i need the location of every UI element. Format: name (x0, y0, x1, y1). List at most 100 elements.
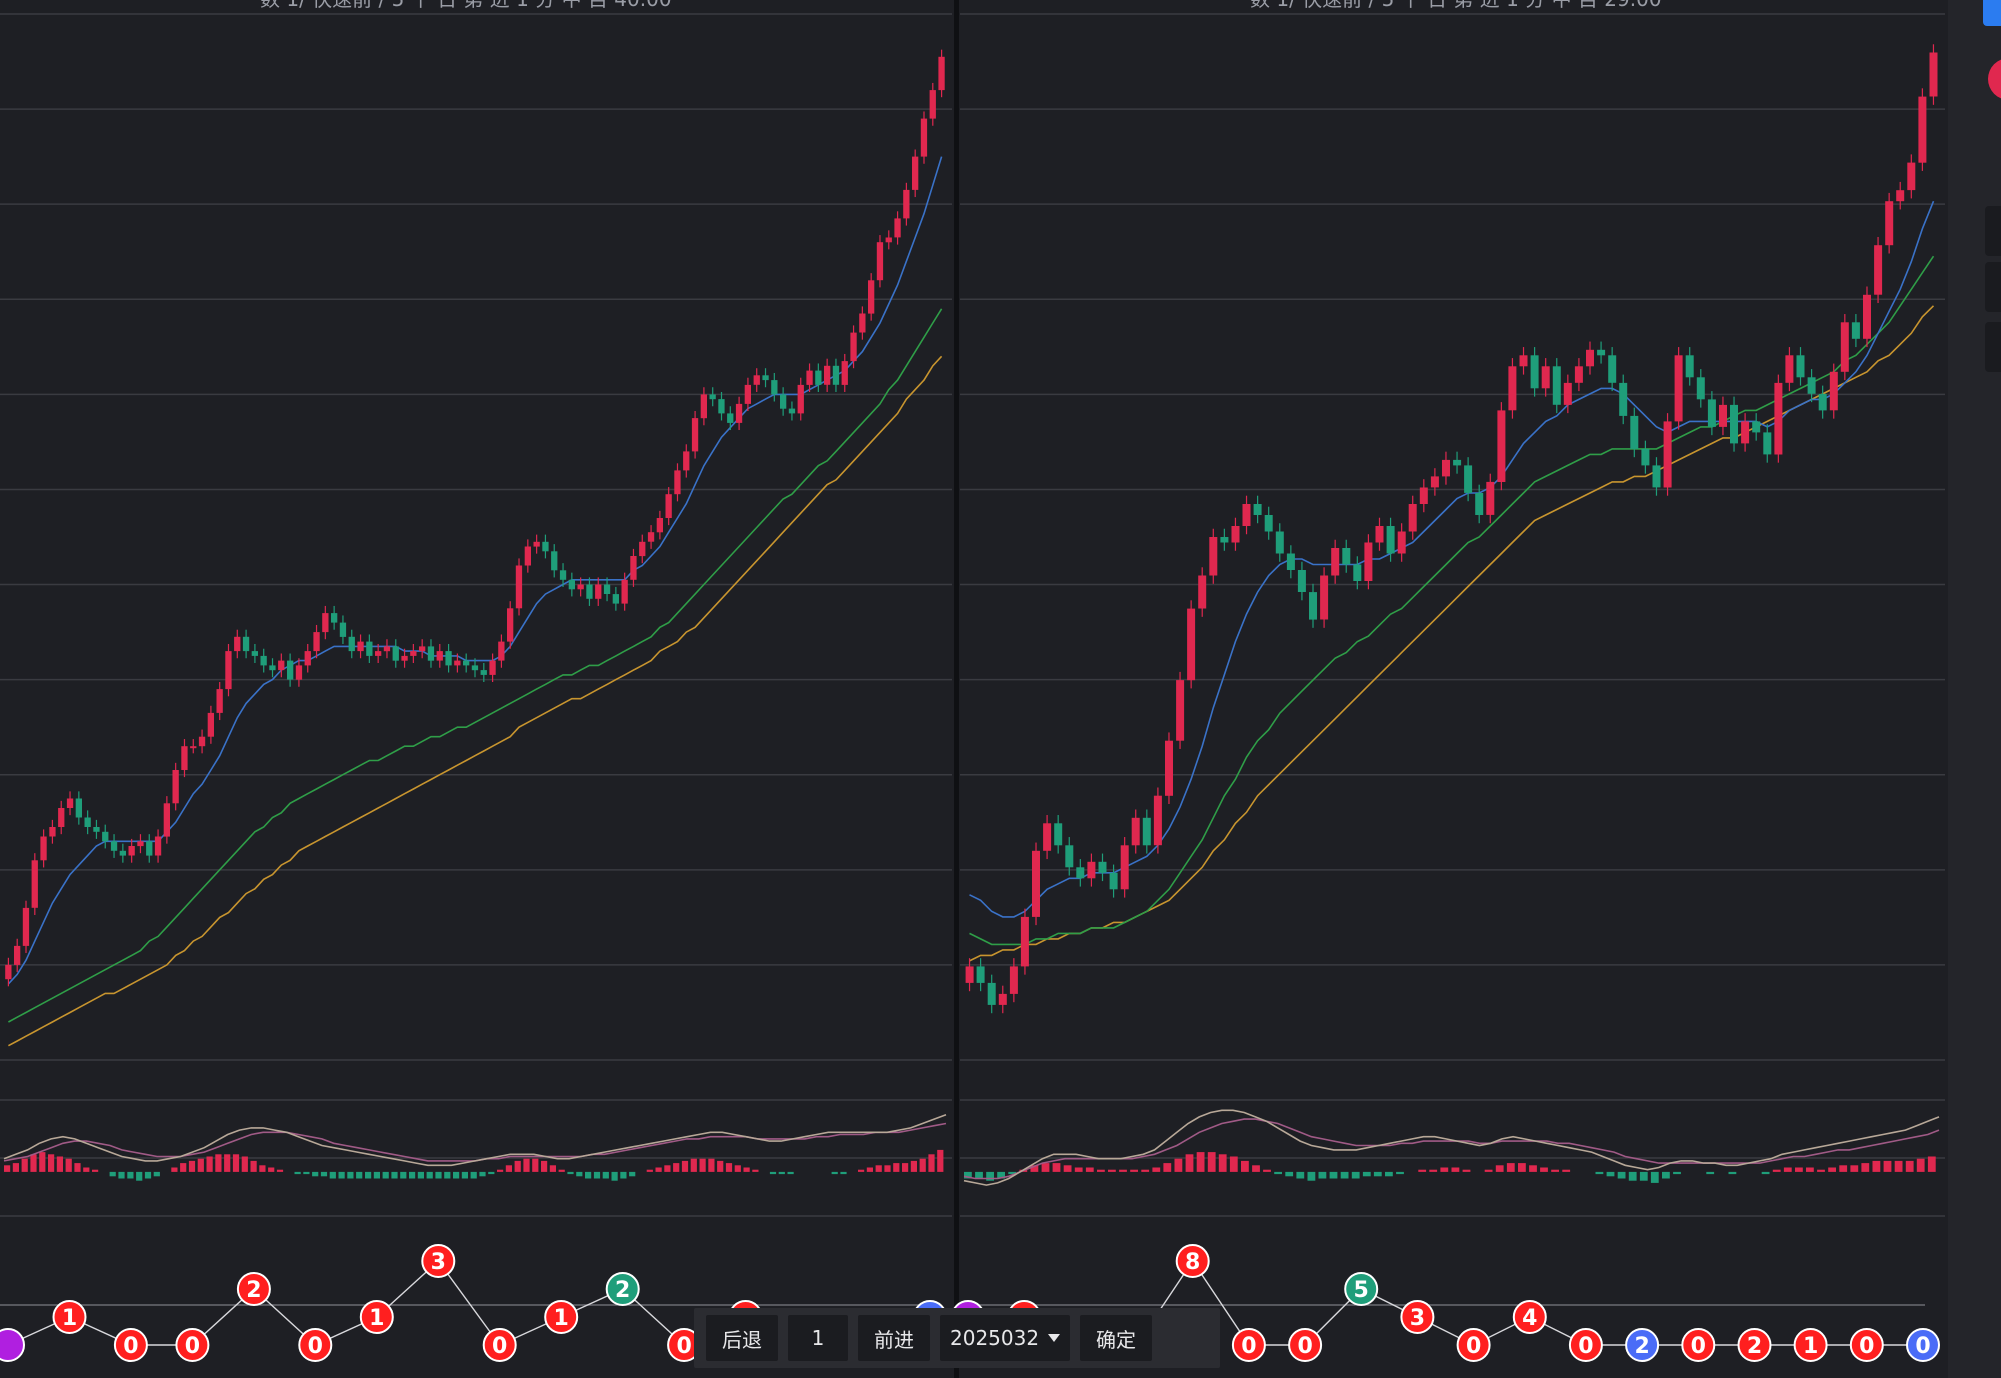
osc-fast-line (963, 1109, 1940, 1186)
macd-bar (928, 1154, 935, 1172)
candle-body (665, 494, 672, 518)
confirm-button[interactable]: 确定 (1080, 1315, 1152, 1361)
macd-bar (725, 1163, 733, 1172)
macd-bar (83, 1167, 90, 1172)
candle-body (1663, 421, 1672, 488)
candle-body (735, 403, 743, 423)
macd-bar (593, 1171, 601, 1179)
macd-bar (1606, 1171, 1615, 1177)
macd-bar (778, 1171, 785, 1175)
macd-bar (409, 1171, 416, 1179)
macd-bar (1551, 1169, 1559, 1172)
badge-label: 0 (1578, 1334, 1593, 1359)
macd-pane-right (963, 1109, 1940, 1186)
candle-body (1586, 349, 1594, 367)
macd-bar (902, 1163, 909, 1172)
candle-body (533, 541, 540, 547)
macd-bar (1562, 1169, 1571, 1172)
candle-body (1851, 322, 1860, 339)
badge-label: 1 (62, 1306, 77, 1331)
candle-body (797, 384, 804, 414)
badge-label: 0 (308, 1334, 323, 1359)
panel-divider[interactable] (954, 0, 959, 1378)
signal-badge (1906, 1328, 1940, 1362)
signal-badge (359, 1300, 394, 1334)
top-accent-tab[interactable] (1983, 0, 2001, 26)
macd-bar (1440, 1167, 1449, 1172)
step-input[interactable] (788, 1315, 848, 1361)
chart-panel-right[interactable]: 数 1/ 快速前 / 5 千 日 第 进 1 分 中 目 29.00 44228… (951, 0, 1945, 1362)
macd-bar (567, 1171, 574, 1175)
candle-body (454, 660, 461, 666)
candlesticks-left (5, 49, 945, 987)
candle-body (1774, 382, 1783, 455)
candle-body (1087, 861, 1096, 879)
candle-body (1719, 404, 1727, 427)
macd-bar (365, 1171, 372, 1179)
rail-tool-3[interactable] (1985, 322, 2001, 372)
candle-body (1475, 493, 1484, 515)
badge-label: 0 (123, 1334, 138, 1359)
candle-body (1741, 421, 1750, 444)
candle-body (1497, 410, 1506, 482)
macd-bar (975, 1171, 983, 1179)
candle-body (1874, 245, 1883, 295)
candle-body (251, 651, 258, 656)
candle-body (1231, 526, 1240, 543)
macd-bar (1506, 1163, 1515, 1172)
macd-bar (206, 1156, 213, 1172)
candle-body (1176, 680, 1185, 741)
macd-bar (21, 1158, 28, 1172)
candle-body (375, 651, 382, 656)
candle-body (1896, 190, 1905, 202)
candle-body (976, 966, 985, 983)
candle-body (392, 646, 399, 661)
macd-bar (1318, 1171, 1327, 1179)
candle-body (1342, 548, 1351, 565)
caret-down-icon (1048, 1334, 1060, 1342)
signal-badge (544, 1300, 579, 1334)
macd-bar (964, 1171, 972, 1179)
candle-body (1763, 432, 1772, 455)
candle-body (647, 532, 655, 542)
macd-bar (699, 1158, 706, 1172)
signal-badge (113, 1328, 148, 1362)
candle-body (102, 831, 109, 842)
candle-body (727, 413, 734, 423)
candle-body (49, 827, 56, 837)
candle-body (1563, 382, 1572, 405)
macd-bar (1806, 1167, 1814, 1172)
date-select[interactable]: 2025032 (940, 1315, 1070, 1361)
macd-bar (1108, 1169, 1116, 1172)
back-button[interactable]: 后退 (706, 1315, 778, 1361)
ma-mid-line (969, 255, 1935, 946)
signal-badge (298, 1328, 333, 1362)
candle-body (938, 56, 945, 91)
candle-body (824, 365, 831, 385)
macd-bar (1052, 1163, 1061, 1172)
candle-body (1165, 740, 1173, 796)
rail-tool-1[interactable] (1985, 206, 2001, 256)
candle-body (22, 907, 30, 946)
candle-body (234, 636, 241, 652)
macd-bar (1484, 1169, 1493, 1172)
macd-bar (453, 1171, 460, 1179)
candle-body (313, 632, 320, 652)
candle-body (190, 746, 197, 749)
rail-tool-2[interactable] (1985, 262, 2001, 312)
candle-body (1364, 542, 1373, 581)
candle-body (1076, 867, 1085, 879)
candle-body (683, 451, 690, 471)
record-button[interactable] (1988, 58, 2001, 100)
macd-bar (997, 1171, 1005, 1179)
macd-bar (1783, 1167, 1792, 1172)
forward-button[interactable]: 前进 (858, 1315, 930, 1361)
candle-body (674, 470, 681, 495)
candle-body (1442, 459, 1450, 477)
candle-body (1032, 850, 1040, 917)
macd-bar (1617, 1171, 1626, 1179)
macd-bar (602, 1171, 609, 1179)
macd-bar (1229, 1156, 1238, 1172)
candle-body (1730, 404, 1738, 444)
macd-bar (646, 1169, 653, 1172)
